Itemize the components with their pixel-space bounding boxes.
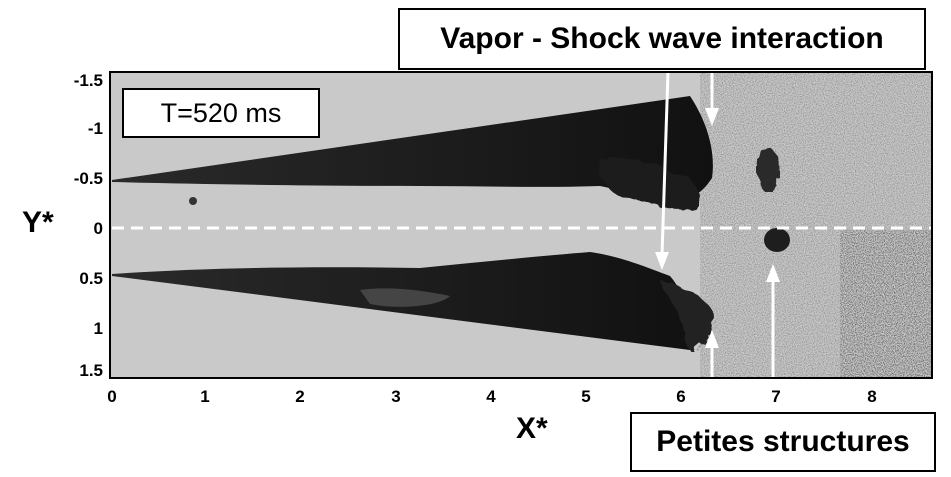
y-tick-1.5: 1.5 [79, 361, 103, 380]
x-tick-2: 2 [295, 387, 304, 406]
y-tick-labels: -1.5 -1 -0.5 0 0.5 1 1.5 [74, 71, 103, 380]
y-tick-neg0.5: -0.5 [74, 169, 103, 188]
axes-frame [109, 71, 933, 379]
speckle-region-dense [840, 230, 932, 378]
vapor-shock-label-box: Vapor - Shock wave interaction [398, 8, 926, 70]
upper-vapor-plume [599, 157, 701, 214]
x-tick-4: 4 [486, 387, 496, 406]
x-tick-1: 1 [200, 387, 209, 406]
x-tick-3: 3 [391, 387, 400, 406]
x-tick-0: 0 [107, 387, 116, 406]
x-tick-8: 8 [867, 387, 876, 406]
x-tick-labels: 0 1 2 3 4 5 6 7 8 [107, 387, 876, 406]
upper-vapor-wedge [112, 96, 713, 197]
small-structure-upper [756, 148, 780, 192]
y-tick-0: 0 [94, 219, 103, 238]
x-tick-6: 6 [676, 387, 685, 406]
droplet [189, 197, 197, 205]
y-tick-neg1: -1 [88, 119, 103, 138]
y-axis-title: Y* [22, 206, 54, 239]
petites-structures-label-box: Petites structures [630, 412, 936, 472]
y-tick-1: 1 [94, 319, 103, 338]
small-structure-center [764, 228, 790, 252]
x-tick-7: 7 [771, 387, 780, 406]
y-tick-0.5: 0.5 [79, 269, 103, 288]
lower-vapor-lightpatch [360, 288, 450, 307]
arrows [655, 71, 780, 378]
y-tick-neg1.5: -1.5 [74, 71, 103, 90]
x-tick-5: 5 [581, 387, 590, 406]
x-axis-title: X* [516, 412, 548, 445]
lower-vapor-plume [660, 280, 716, 352]
time-label-box: T=520 ms [122, 88, 320, 138]
